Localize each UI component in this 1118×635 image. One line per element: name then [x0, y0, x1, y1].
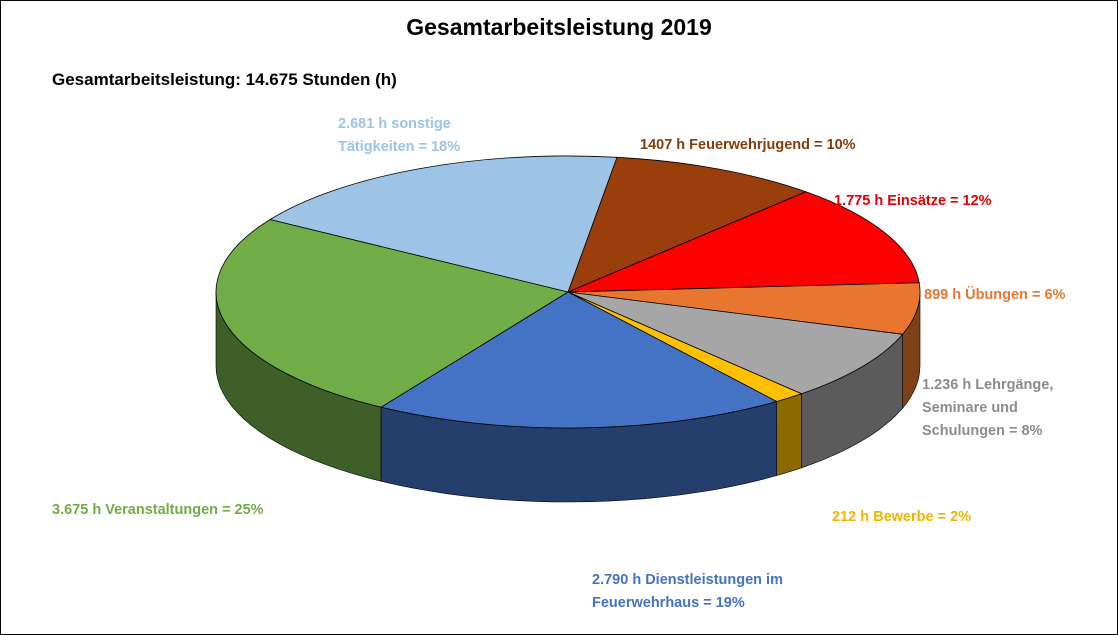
- pie-side-bewerbe: [776, 393, 802, 476]
- data-label-feuerwehrjugend: 1407 h Feuerwehrjugend = 10%: [640, 134, 856, 157]
- data-label-line: Feuerwehrhaus = 19%: [592, 595, 745, 611]
- pie-slice--bungen: [567, 282, 921, 335]
- pie-slice-veranstaltungen: [215, 219, 569, 408]
- data-label-line: 2.681 h sonstige: [338, 116, 451, 132]
- data-label--bungen: 899 h Übungen = 6%: [924, 284, 1065, 307]
- pie-slice-feuerwehrjugend: [567, 156, 807, 293]
- pie-slice-lehrg-nge-seminare-und-schulungen: [567, 291, 903, 395]
- data-label-line: Seminare und: [922, 400, 1018, 416]
- chart-subtitle: Gesamtarbeitsleistung: 14.675 Stunden (h…: [52, 70, 397, 89]
- chart-title: Gesamtarbeitsleistung 2019: [406, 14, 712, 40]
- data-label-line: Tätigkeiten = 18%: [338, 139, 461, 155]
- data-label-sonstige-t-tigkeiten: 2.681 h sonstige Tätigkeiten = 18%: [338, 113, 460, 159]
- data-label-line: Schulungen = 8%: [922, 423, 1043, 439]
- data-label-bewerbe: 212 h Bewerbe = 2%: [832, 506, 971, 529]
- pie-slice-sonstige-t-tigkeiten: [269, 155, 618, 293]
- pie-slice-eins-tze: [567, 191, 920, 293]
- data-label-line: 1.775 h Einsätze = 12%: [834, 193, 992, 209]
- data-label-veranstaltungen: 3.675 h Veranstaltungen = 25%: [52, 499, 264, 522]
- data-label-line: 899 h Übungen = 6%: [924, 287, 1066, 303]
- data-label-eins-tze: 1.775 h Einsätze = 12%: [834, 190, 992, 213]
- data-label-lehrg-nge-seminare-und-schulungen: 1.236 h Lehrgänge, Seminare und Schulungen…: [922, 374, 1053, 443]
- data-label-dienstleistungen-im-feuerwehrhaus: 2.790 h Dienstleistungen im Feuerwehrhaus…: [592, 569, 783, 615]
- data-label-line: 212 h Bewerbe = 2%: [832, 509, 972, 525]
- data-label-line: 3.675 h Veranstaltungen = 25%: [52, 502, 264, 518]
- pie-slice-dienstleistungen-im-feuerwehrhaus: [380, 291, 778, 429]
- data-label-line: 2.790 h Dienstleistungen im: [592, 572, 783, 588]
- data-label-line: 1407 h Feuerwehrjugend = 10%: [640, 137, 856, 153]
- data-label-line: 1.236 h Lehrgänge,: [922, 377, 1054, 393]
